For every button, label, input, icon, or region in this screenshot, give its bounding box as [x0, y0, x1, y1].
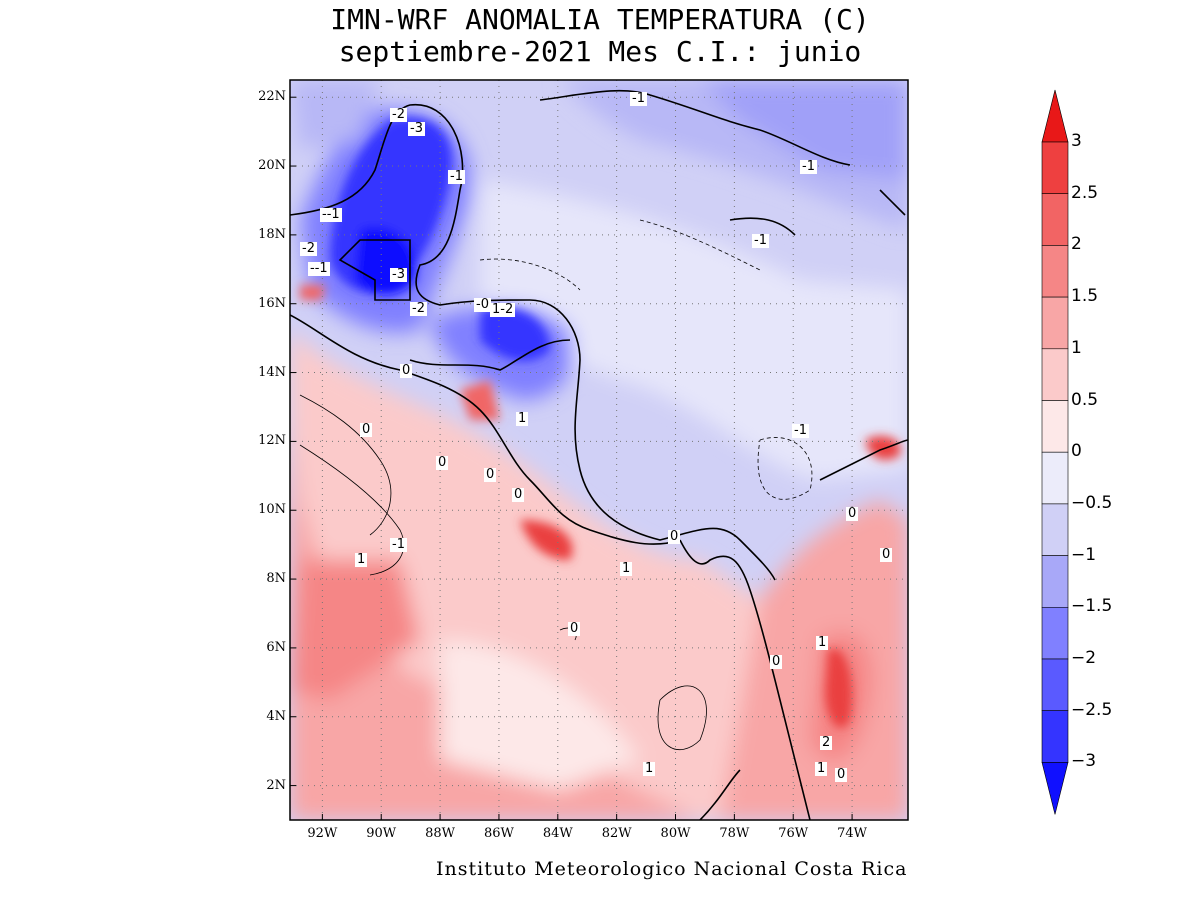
contour-label: -1 [448, 169, 465, 184]
colorbar-swatch [1041, 400, 1069, 453]
contour-label: 0 [436, 455, 449, 470]
contour-label: -1 [390, 537, 407, 552]
contour-label: 1 [620, 561, 633, 576]
contour-label: 1 [355, 552, 368, 567]
colorbar-tick-label: 1 [1071, 337, 1082, 358]
colorbar-swatch [1041, 555, 1069, 608]
colorbar-tick-label: 0.5 [1071, 389, 1099, 410]
lon-tick-label: 74W [837, 826, 868, 841]
lat-tick-label: 4N [266, 708, 286, 724]
colorbar-tick-label: −2.5 [1071, 699, 1113, 720]
lon-tick-label: 76W [778, 826, 809, 841]
lat-tick-label: 16N [258, 295, 286, 311]
contour-label: 0 [846, 506, 859, 521]
lat-tick-label: 8N [266, 571, 286, 587]
contour-label: -1 [630, 91, 647, 106]
contour-label: 0 [880, 547, 893, 562]
colorbar-swatch [1041, 606, 1069, 660]
colorbar-tick-label: 3 [1071, 131, 1082, 151]
contour-label: 1 [643, 761, 656, 776]
colorbar-tick-label: −1.5 [1071, 596, 1113, 617]
lat-tick-label: 20N [258, 158, 286, 174]
colorbar-swatch [1041, 193, 1069, 246]
contour-label: 0 [484, 467, 497, 482]
anomaly-field [290, 80, 908, 820]
colorbar-tick-label: 2 [1071, 234, 1082, 255]
colorbar-tick-label: −2 [1071, 648, 1097, 668]
contour-label: 0 [668, 529, 681, 544]
lon-tick-label: 84W [542, 826, 573, 841]
credit-text: Instituto Meteorologico Nacional Costa R… [436, 858, 908, 880]
contour-label: 0 [770, 654, 783, 669]
contour-label: --1 [308, 261, 330, 276]
colorbar-swatch [1041, 141, 1069, 195]
colorbar-swatch [1041, 245, 1069, 298]
contour-label: -1 [800, 159, 817, 174]
colorbar-swatch [1041, 296, 1069, 350]
colorbar-tick-label: 2.5 [1071, 182, 1099, 203]
colorbar-tick-label: 0 [1071, 441, 1082, 462]
colorbar-swatch [1041, 451, 1069, 505]
contour-label: 0 [512, 487, 525, 502]
contour-label: 1-2 [490, 302, 516, 317]
contour-label: 0 [400, 363, 413, 378]
colorbar-tick-label: −1 [1071, 544, 1097, 565]
contour-label: --1 [320, 207, 342, 222]
contour-lines [299, 219, 813, 750]
lat-tick-label: 14N [258, 364, 286, 380]
contour-label: -3 [390, 267, 407, 282]
lon-tick-label: 78W [719, 826, 750, 841]
lat-tick-label: 12N [258, 433, 286, 449]
contour-label: -1 [752, 233, 769, 248]
lat-tick-label: 2N [266, 777, 286, 793]
chart-title-line2: septiembre-2021 Mes C.I.: junio [338, 35, 862, 68]
lon-tick-label: 92W [307, 826, 338, 841]
contour-label: -2 [390, 107, 407, 122]
lat-tick-label: 18N [258, 226, 286, 242]
contour-label: -2 [300, 241, 317, 256]
lat-tick-label: 10N [258, 502, 286, 518]
map-gridlines [290, 80, 908, 820]
contour-label: 1 [816, 635, 829, 650]
colorbar-tick-label: −0.5 [1071, 492, 1113, 513]
colorbar-swatch [1041, 710, 1069, 763]
contour-label: 1 [516, 411, 529, 426]
lon-tick-label: 90W [366, 826, 397, 841]
lon-tick-label: 88W [425, 826, 456, 841]
colorbar-swatch [1041, 348, 1069, 401]
contour-label: -2 [410, 301, 427, 316]
lon-tick-label: 86W [483, 826, 514, 841]
colorbar-swatch [1041, 89, 1069, 143]
lon-tick-label: 80W [660, 826, 691, 841]
contour-label: 2 [820, 735, 833, 750]
colorbar-tick-label: 1.5 [1071, 286, 1099, 307]
contour-label: 1 [815, 761, 828, 776]
colorbar-tick-label: −3 [1071, 751, 1097, 772]
contour-label: 0 [360, 422, 373, 437]
contour-label: -1 [792, 423, 809, 438]
colorbar [1041, 89, 1069, 815]
lon-tick-label: 82W [601, 826, 632, 841]
contour-label: 0 [835, 767, 848, 782]
colorbar-swatch [1041, 762, 1069, 815]
contour-label: -0 [474, 297, 491, 312]
colorbar-swatch [1041, 658, 1069, 712]
contour-label: 0 [568, 621, 581, 636]
lat-tick-label: 22N [258, 89, 286, 105]
chart-title-line1: IMN-WRF ANOMALIA TEMPERATURA (C) [330, 3, 870, 36]
contour-label: -3 [408, 121, 425, 136]
colorbar-swatch [1041, 503, 1069, 556]
lat-tick-label: 6N [266, 639, 286, 655]
